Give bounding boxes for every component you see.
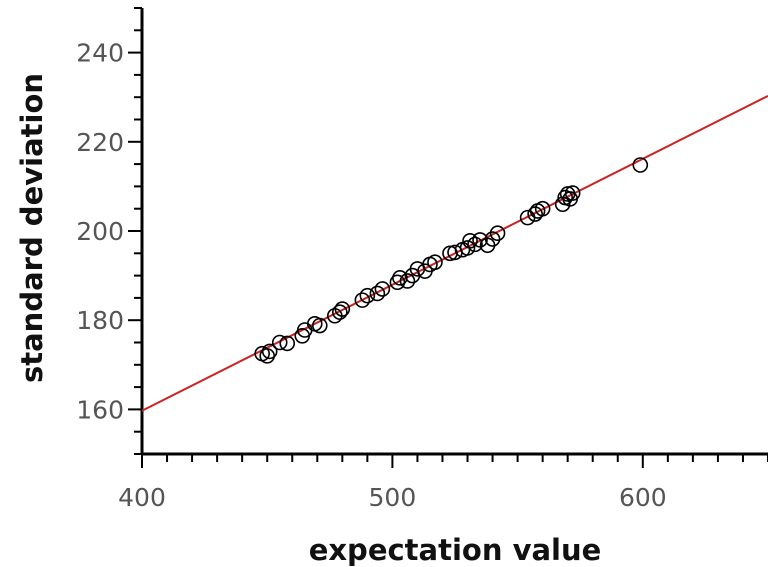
data-point [484,231,501,247]
data-point [632,157,649,173]
data-point [271,334,288,351]
x-axis-title: expectation value [309,533,602,567]
data-point [261,343,278,360]
tick-labels: 160 180 200 220 240 400 500 600 [76,39,666,512]
data-point [359,287,376,304]
data-point [564,185,581,201]
data-point [374,281,391,297]
data-point [459,240,476,256]
data-point [392,270,408,286]
x-tick-label: 600 [619,483,667,512]
fit-line-layer [141,94,768,412]
data-point [279,335,296,352]
data-point [354,292,371,308]
x-tick-label: 500 [369,483,417,512]
data-point [467,236,483,253]
data-point [427,254,443,271]
data-point [332,304,348,320]
y-tick-label: 200 [76,217,124,246]
y-tick-label: 220 [76,128,124,157]
x-tick-label: 400 [118,483,166,512]
y-axis-title: standard deviation [15,73,49,383]
y-tick-label: 180 [76,306,124,335]
y-tick-label: 160 [76,395,124,424]
data-point [334,301,351,317]
y-tick-label: 240 [76,39,124,68]
data-point [462,233,478,249]
fit-line [141,94,768,412]
data-point [399,273,416,289]
data-point [489,225,506,242]
data-point [311,317,328,334]
data-point [369,285,386,302]
data-point [534,200,551,217]
data-points [254,157,649,364]
axes [128,7,768,468]
